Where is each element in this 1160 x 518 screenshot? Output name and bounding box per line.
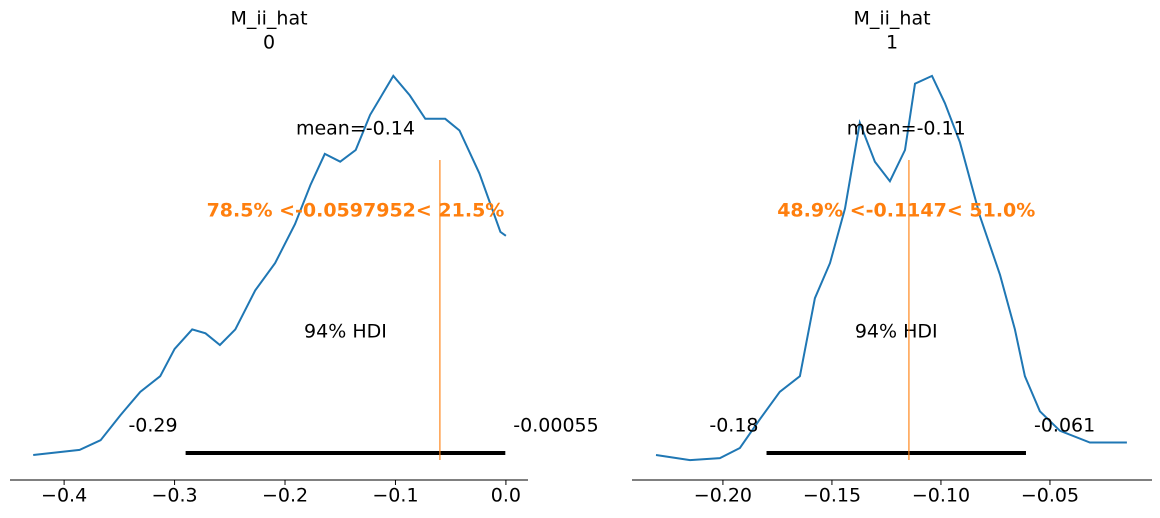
hdi-label: 94% HDI [304, 321, 387, 343]
x-tick-label: −0.4 [41, 485, 87, 507]
hdi-high-label: -0.00055 [513, 415, 598, 437]
density-line [655, 74, 1127, 462]
x-tick-label: −0.3 [151, 485, 197, 507]
x-tick-label: −0.1 [372, 485, 418, 507]
x-tick-label: −0.20 [694, 485, 752, 507]
x-tick-label: −0.2 [262, 485, 308, 507]
hdi-label: 94% HDI [855, 321, 938, 343]
x-tick-label: −0.05 [1021, 485, 1079, 507]
chart-title: M_ii_hat [853, 8, 930, 30]
density-line [33, 74, 507, 456]
ref-label: 78.5% <-0.0597952< 21.5% [207, 200, 505, 222]
x-tick-label: −0.10 [912, 485, 970, 507]
x-tick-label: 0.0 [491, 485, 521, 507]
ref-label: 48.9% <-0.1147< 51.0% [777, 200, 1035, 222]
chart-title: M_ii_hat [230, 8, 307, 30]
hdi-low-label: -0.18 [709, 415, 758, 437]
chart-subtitle: 1 [886, 32, 898, 54]
x-tick-label: −0.15 [803, 485, 861, 507]
chart-subtitle: 0 [263, 32, 275, 54]
hdi-high-label: -0.061 [1034, 415, 1095, 437]
mean-label: mean=-0.14 [296, 118, 415, 140]
mean-label: mean=-0.11 [847, 118, 966, 140]
hdi-low-label: -0.29 [128, 415, 177, 437]
